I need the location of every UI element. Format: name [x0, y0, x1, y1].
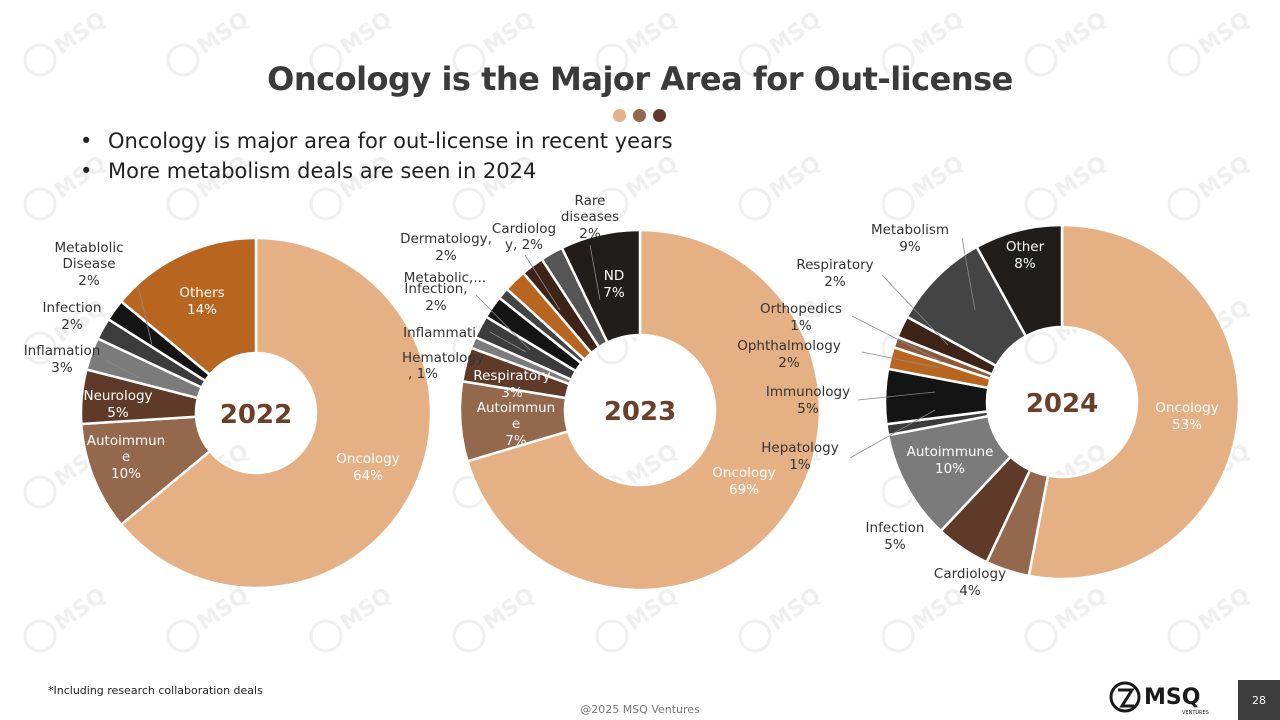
data-label: Hepatology 1% [761, 440, 838, 473]
donut-chart-2022: 2022 Oncology 64% Autoimmun e 10% Neurology 5% I… [24, 236, 433, 590]
data-label: Rare diseases 2% [561, 193, 619, 242]
slice-others [119, 236, 258, 377]
label-leader-line [961, 237, 976, 311]
data-label: Immunology 5% [766, 384, 850, 417]
label-leader-line [851, 315, 943, 363]
data-label: Infection 2% [43, 300, 102, 333]
label-leader-line [857, 391, 936, 401]
bullet-list: Oncology is major area for out-license i… [78, 126, 673, 186]
donut-center-label: 2023 [604, 397, 676, 427]
data-label: Inflamation 3% [24, 343, 101, 376]
data-label: Oncology 53% [1155, 400, 1218, 433]
footnote: *Including research collaboration deals [48, 684, 263, 697]
data-label: Hematology, 1% [402, 350, 484, 382]
logo-subtext: VENTURES [1182, 710, 1209, 716]
logo-text: MSQ [1144, 685, 1200, 710]
title-dot-2 [633, 109, 646, 122]
label-leader-line [137, 284, 153, 346]
slice-nd [560, 228, 642, 345]
bullet-item: More metabolism deals are seen in 2024 [78, 156, 673, 186]
data-label: Metablolic Disease 2% [54, 240, 123, 289]
msq-logo: MSQ VENTURES [1109, 681, 1209, 716]
data-label: Ophthalmology 2% [737, 338, 841, 371]
copyright: @2025 MSQ Ventures [580, 703, 700, 716]
data-label: Infection 5% [866, 520, 925, 553]
data-label: Metabolic,... [404, 270, 486, 286]
label-leader-line [861, 351, 941, 369]
donut-center-label: 2022 [220, 400, 292, 430]
label-leader-line [524, 254, 561, 311]
data-label: Oncology 64% [336, 451, 399, 484]
data-label: Metabolism 9% [871, 222, 949, 255]
page-title: Oncology is the Major Area for Out-licen… [267, 60, 1013, 98]
title-dot-3 [653, 109, 666, 122]
slice-oncology [465, 228, 822, 592]
data-label: Other 8% [1006, 239, 1045, 272]
data-label: Cardiology 4% [934, 566, 1006, 599]
donut-chart-2024: 2024 Oncology 53% Cardiology 4% Infection 5% Au… [737, 222, 1241, 599]
label-leader-line [475, 294, 531, 351]
data-label: Infection, 2% [404, 281, 467, 314]
label-leader-line [849, 409, 936, 459]
label-leader-line [881, 274, 949, 346]
title-dot-1 [613, 109, 626, 122]
donut-center-label: 2024 [1026, 389, 1098, 419]
data-label: Autoimmun e 7% [477, 400, 556, 449]
title-dots [613, 109, 666, 122]
data-label: Dermatology, 2% [400, 231, 492, 264]
data-label: Cardiolog y, 2% [492, 221, 556, 253]
page-number: 28 [1238, 680, 1280, 720]
donut-chart-2023: 2023 Oncology 69% Autoimmun e 7%Respiratory 3%… [400, 193, 822, 592]
data-label: Inflammati... [403, 325, 489, 341]
data-label: Others 14% [179, 285, 224, 318]
data-label: Orthopedics 1% [760, 301, 842, 334]
label-leader-line [489, 331, 527, 353]
data-label: ND 7% [603, 268, 625, 301]
data-label: Neurology 5% [83, 388, 152, 421]
label-leader-line [104, 359, 141, 379]
data-label: Respiratory 2% [796, 257, 873, 290]
data-label: Oncology 69% [712, 465, 775, 498]
slice-oncology [119, 236, 433, 590]
label-leader-line [589, 244, 601, 301]
slice-oncology [1027, 223, 1241, 581]
bullet-item: Oncology is major area for out-license i… [78, 126, 673, 156]
slice-other [975, 223, 1064, 338]
data-label: Respiratory 3% [473, 368, 550, 401]
